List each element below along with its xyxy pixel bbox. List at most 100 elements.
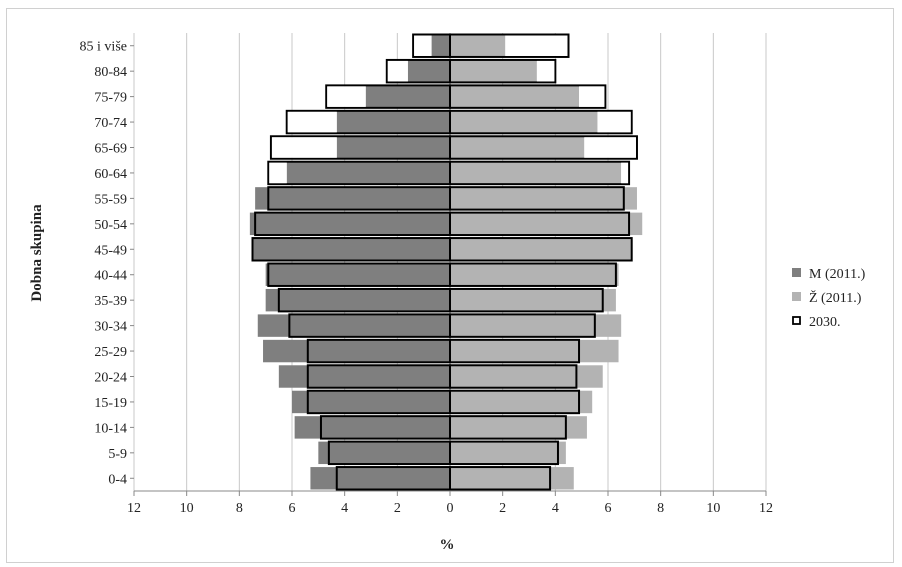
y-tick-label: 65-69 (94, 142, 127, 157)
y-tick-label: 15-19 (94, 396, 127, 411)
bar-female-2030-excess (505, 35, 568, 56)
bar-female-2030 (449, 211, 631, 237)
bar-female-2030 (449, 415, 567, 440)
y-tick-label: 35-39 (94, 294, 127, 309)
bar-male-2011 (249, 212, 450, 236)
bar-female-2030-excess (621, 162, 629, 184)
bar-female-2011 (450, 288, 616, 312)
x-tick-label: 12 (759, 501, 773, 516)
x-tick-label: 2 (394, 501, 401, 516)
y-tick-label: 50-54 (94, 218, 127, 233)
x-tick-labels: 12 10 8 6 4 2 0 2 4 6 8 10 12 (127, 491, 773, 516)
bar-female-2030 (449, 287, 604, 313)
bar-female-2011 (450, 441, 566, 465)
bar-female-2011 (450, 161, 622, 185)
bars-group (249, 33, 643, 491)
y-tick-label: 70-74 (94, 116, 127, 131)
bar-female-2030 (449, 440, 559, 466)
y-tick-label: 85 i više (80, 40, 127, 55)
x-tick-label: 4 (552, 501, 559, 516)
bar-male-2011 (365, 85, 450, 108)
bar-female-2011 (450, 263, 619, 286)
y-tick-labels: 0-4 5-9 10-14 15-19 20-24 25-29 30-34 35-39 40-4… (80, 40, 134, 487)
y-tick-label: 0-4 (108, 472, 127, 487)
x-tick-label: 6 (289, 501, 296, 516)
bar-female-2030 (449, 338, 581, 364)
bar-female-2030-excess (584, 137, 636, 158)
x-tick-label: 0 (447, 501, 454, 516)
bar-female-2011 (450, 416, 587, 439)
bar-female-2011 (450, 339, 619, 363)
bar-female-2030-excess (536, 60, 555, 82)
chart-frame: 0-4 5-9 10-14 15-19 20-24 25-29 30-34 35-39 40-4… (6, 8, 894, 563)
y-tick-label: 40-44 (94, 269, 127, 284)
legend-label: 2030. (809, 315, 841, 330)
legend: M (2011.) Ž (2011.) 2030. (792, 267, 866, 330)
bar-male-2011 (255, 187, 450, 210)
bar-female-2011 (450, 212, 643, 236)
y-tick-label: 10-14 (94, 421, 127, 436)
y-tick-label: 55-59 (94, 192, 127, 207)
bar-female-2030 (449, 389, 581, 415)
bar-female-2030 (449, 84, 607, 109)
y-tick-label: 75-79 (94, 91, 127, 106)
x-tick-label: 8 (236, 501, 243, 516)
x-tick-label: 10 (180, 501, 194, 516)
y-tick-label: 30-34 (94, 320, 127, 335)
bar-male-2011 (263, 339, 450, 363)
x-axis-title: % (440, 537, 455, 553)
bar-female-2030 (449, 237, 633, 262)
y-axis-title: Dobna skupina (29, 204, 45, 302)
x-tick-label: 10 (706, 501, 720, 516)
population-pyramid-chart: 0-4 5-9 10-14 15-19 20-24 25-29 30-34 35-39 40-4… (29, 33, 866, 553)
y-tick-label: 5-9 (108, 447, 127, 462)
legend-swatch-2030 (792, 316, 801, 325)
legend-swatch (792, 292, 801, 301)
bar-male-2011 (318, 441, 450, 465)
bar-female-2011 (450, 85, 580, 108)
bar-female-2011 (450, 238, 632, 261)
y-tick-label: 60-64 (94, 167, 127, 182)
bar-male-2030-excess (287, 111, 337, 133)
bar-female-2011 (450, 136, 585, 159)
bar-female-2011 (450, 110, 598, 134)
bar-female-2011 (450, 187, 637, 210)
bar-female-2030 (449, 364, 578, 389)
bar-male-2011 (310, 467, 450, 490)
bar-male-2030-excess (327, 86, 366, 107)
bar-male-2030-excess (387, 60, 408, 82)
y-tick-label: 25-29 (94, 345, 127, 360)
bar-male-2011 (252, 238, 450, 261)
y-tick-label: 45-49 (94, 243, 127, 258)
bar-female-2011 (450, 467, 574, 490)
bar-male-2011 (265, 288, 450, 312)
x-tick-label: 4 (341, 501, 348, 516)
bar-male-2011 (431, 34, 450, 57)
bar-male-2011 (257, 314, 450, 337)
bar-female-2030 (449, 58, 557, 84)
bar-female-2011 (450, 390, 593, 414)
y-tick-label: 80-84 (94, 65, 127, 80)
bar-female-2030 (449, 186, 625, 211)
bar-male-2030-excess (414, 35, 432, 56)
bar-male-2011 (294, 416, 450, 439)
bar-male-2030-excess (269, 162, 287, 184)
bar-female-2011 (450, 365, 603, 388)
bar-female-2030-excess (597, 111, 631, 133)
x-tick-label: 8 (657, 501, 664, 516)
legend-label: M (2011.) (809, 267, 866, 282)
x-tick-label: 6 (605, 501, 612, 516)
bar-male-2011 (265, 263, 450, 286)
bar-male-2011 (407, 59, 450, 83)
bar-female-2030-excess (579, 86, 605, 107)
x-tick-label: 2 (499, 501, 506, 516)
bar-female-2030 (449, 262, 617, 287)
bar-female-2030 (449, 466, 552, 491)
y-tick-label: 20-24 (94, 371, 127, 386)
bar-female-2030 (449, 33, 570, 58)
legend-label: Ž (2011.) (809, 289, 862, 306)
bar-female-2030 (449, 313, 596, 338)
bar-female-2030 (449, 135, 638, 160)
bar-female-2011 (450, 314, 622, 337)
bar-female-2030 (449, 109, 633, 135)
